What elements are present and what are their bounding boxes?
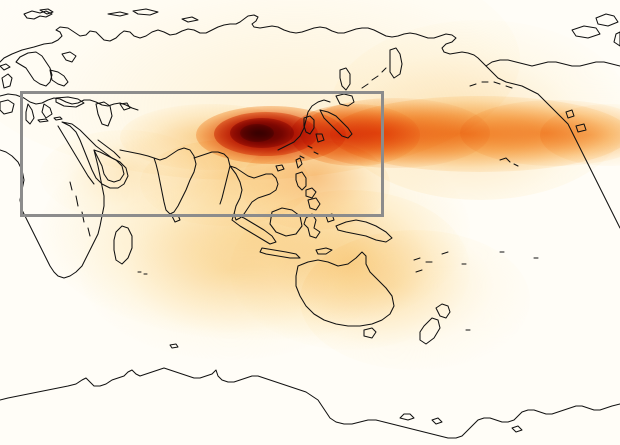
coast-india xyxy=(154,148,196,214)
coast-halmahera xyxy=(326,214,334,222)
coast-korea xyxy=(304,116,314,134)
coast-japan-kyushu xyxy=(316,134,324,142)
coast-timor xyxy=(316,248,332,254)
coast-sulawesi xyxy=(304,214,320,238)
coast-philippines-mid xyxy=(306,188,316,198)
coast-comoros xyxy=(138,272,147,274)
coast-aleutians xyxy=(470,82,512,88)
coast-british-isles xyxy=(2,74,12,88)
coast-antarctic-inlet-3 xyxy=(432,418,442,424)
coast-taiwan xyxy=(296,158,302,168)
coast-europe-mediterranean xyxy=(0,94,138,110)
coast-arabia xyxy=(62,122,128,188)
coast-eurasia-north xyxy=(0,15,440,62)
coast-baltic xyxy=(50,70,68,86)
coast-vancouver xyxy=(576,124,586,132)
coast-new-zealand-south xyxy=(420,318,440,344)
coast-iberia xyxy=(0,100,14,114)
coast-new-guinea xyxy=(336,220,392,242)
coast-horn-of-africa xyxy=(94,150,124,182)
coast-philippines-luzon xyxy=(296,172,306,190)
coast-tasmania xyxy=(364,328,376,338)
coast-svalbard xyxy=(24,11,52,19)
coast-sri-lanka xyxy=(172,215,180,222)
coast-severnaya xyxy=(182,17,198,22)
coast-crete xyxy=(38,119,48,122)
coast-antarctic-inlet-2 xyxy=(512,426,522,432)
coast-antarctic-inlet-1 xyxy=(400,414,414,420)
coast-antarctica xyxy=(0,368,620,438)
coast-queen-charlotte xyxy=(566,110,574,118)
coast-chukotka xyxy=(440,34,486,66)
coast-southern-islands xyxy=(170,344,178,348)
coast-italy xyxy=(26,104,34,124)
coast-kuriles xyxy=(362,68,386,88)
coast-java xyxy=(260,248,300,258)
coast-persian-gulf xyxy=(98,140,120,158)
coast-caspian xyxy=(96,102,112,126)
coast-white-sea xyxy=(62,52,76,62)
coast-new-zealand-north xyxy=(436,304,450,318)
coast-scandinavia xyxy=(16,52,52,86)
coast-burma-bengal xyxy=(194,152,230,204)
coast-sakhalin xyxy=(340,68,350,90)
coast-greenland-edge xyxy=(614,32,620,46)
coast-arctic-canada-2 xyxy=(572,26,600,38)
coast-iceland xyxy=(0,64,10,70)
coast-alaska-south xyxy=(486,66,620,228)
coast-arctic-canada xyxy=(596,14,618,26)
coast-indochina xyxy=(230,166,278,220)
coast-japan-honshu xyxy=(320,110,352,138)
coast-red-sea-west xyxy=(58,126,94,184)
coast-balkans xyxy=(42,104,52,118)
coast-african-lakes xyxy=(70,182,90,236)
coast-pacific-islands xyxy=(414,252,538,330)
coast-aral xyxy=(120,103,130,110)
coast-cyprus xyxy=(54,117,62,120)
coast-philippines-mindanao xyxy=(308,198,320,210)
coast-hawaii xyxy=(500,158,518,166)
coast-australia xyxy=(296,252,394,326)
coast-madagascar xyxy=(114,226,132,264)
coast-black-sea xyxy=(56,97,84,107)
coast-iran-south xyxy=(120,150,154,158)
coast-ryukyu xyxy=(300,146,318,158)
coast-sumatra xyxy=(232,214,276,244)
coast-china-east xyxy=(278,100,330,150)
coast-borneo xyxy=(270,208,302,236)
coast-africa xyxy=(0,150,104,278)
coast-franz-josef xyxy=(108,12,128,16)
coast-alaska xyxy=(486,60,620,66)
coast-svalbard-east xyxy=(40,9,53,14)
coast-kamchatka xyxy=(390,48,402,78)
coast-novaya-zemlya xyxy=(133,9,158,15)
coast-japan-hokkaido xyxy=(336,94,354,106)
coast-hainan xyxy=(276,165,284,171)
